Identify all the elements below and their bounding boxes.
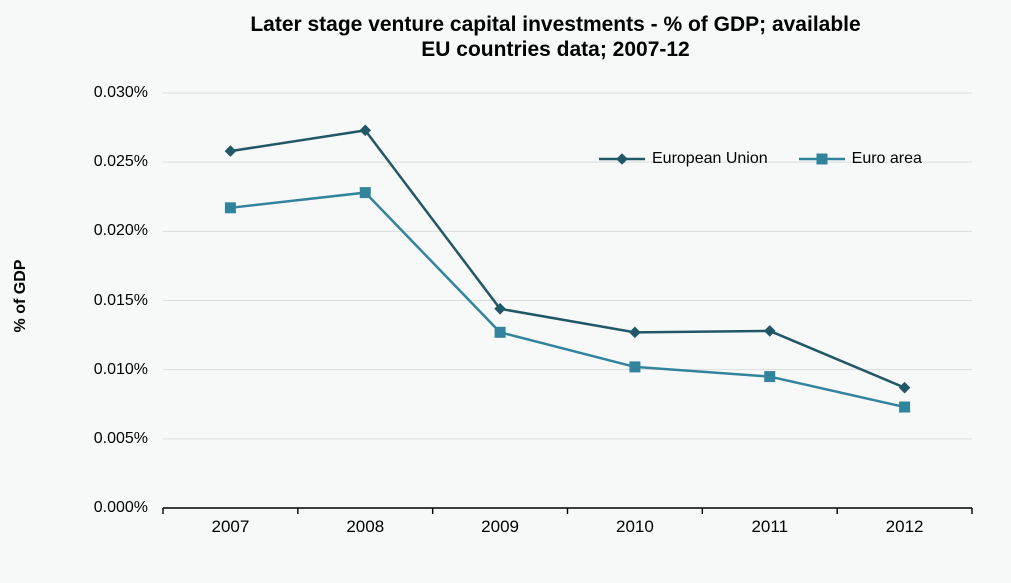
y-tick-label: 0.010% bbox=[93, 360, 148, 378]
data-point-square bbox=[359, 187, 371, 199]
x-tick-label: 2010 bbox=[615, 517, 654, 536]
legend-line-diamond-icon bbox=[599, 153, 645, 165]
chart-title: Later stage venture capital investments … bbox=[100, 12, 1011, 62]
y-tick-label: 0.000% bbox=[93, 499, 148, 516]
data-point-square bbox=[629, 361, 641, 373]
series-line-european-union bbox=[230, 129, 906, 389]
data-point-square bbox=[494, 326, 506, 338]
data-point-diamond bbox=[224, 145, 237, 157]
data-point-square bbox=[764, 371, 776, 383]
y-tick-label: 0.005% bbox=[93, 429, 148, 447]
legend-label-european-union: European Union bbox=[652, 150, 768, 167]
data-point-diamond bbox=[494, 303, 506, 315]
chart-title-line-1: Later stage venture capital investments … bbox=[250, 13, 861, 36]
legend-label-euro-area: Euro area bbox=[851, 150, 922, 167]
x-tick-label: 2007 bbox=[211, 517, 250, 536]
y-tick-label: 0.020% bbox=[93, 222, 148, 240]
x-tick-label: 2009 bbox=[481, 517, 519, 536]
chart-title-line-2: EU countries data; 2007-12 bbox=[421, 38, 690, 61]
x-tick-label: 2012 bbox=[885, 517, 924, 536]
x-tick-label: 2008 bbox=[346, 517, 385, 536]
legend-line-square-icon bbox=[798, 153, 845, 165]
data-point-diamond bbox=[359, 124, 372, 137]
data-point-diamond bbox=[898, 381, 911, 394]
x-tick-label: 2011 bbox=[751, 517, 789, 536]
series-line-euro-area bbox=[230, 191, 905, 409]
legend: European Union Euro area bbox=[598, 150, 922, 168]
y-tick-label: 0.030% bbox=[93, 84, 148, 101]
y-tick-label: 0.015% bbox=[93, 291, 148, 309]
data-point-diamond bbox=[629, 326, 641, 339]
data-point-square bbox=[899, 401, 911, 413]
data-point-square bbox=[224, 202, 236, 214]
data-point-diamond bbox=[763, 325, 776, 337]
legend-item-european-union: European Union bbox=[598, 150, 768, 168]
legend-item-euro-area: Euro area bbox=[798, 150, 922, 168]
y-tick-label: 0.025% bbox=[93, 153, 148, 171]
